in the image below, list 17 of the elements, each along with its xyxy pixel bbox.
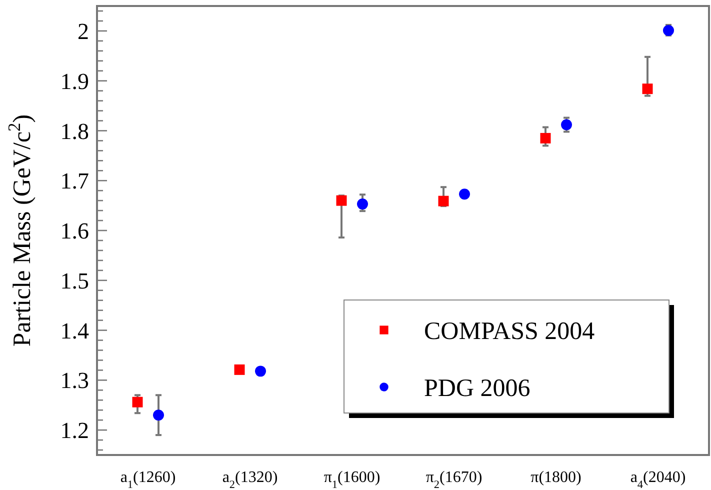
y-tick-label: 1.2 bbox=[60, 418, 89, 444]
x-tick-label: π(1800) bbox=[530, 469, 582, 486]
x-tick-label: π$_{2}$(1670) bbox=[426, 469, 482, 490]
x-tick-label: π$_{1}$(1600) bbox=[324, 469, 380, 490]
y-tick-label: 1.3 bbox=[60, 368, 89, 394]
x-tick-label: a$_{4}$(2040) bbox=[630, 469, 686, 490]
y-tick-label: 1.4 bbox=[60, 318, 90, 344]
legend-label: PDG 2006 bbox=[424, 374, 530, 402]
y-tick-label: 1.6 bbox=[60, 218, 89, 244]
y-tick-label: 1.8 bbox=[60, 118, 89, 144]
y-tick-label: 1.7 bbox=[60, 168, 89, 194]
x-tick-label: a$_{2}$(1320) bbox=[222, 469, 278, 490]
x-tick-label: a$_{1}$(1260) bbox=[120, 469, 176, 490]
y-tick-label: 2 bbox=[78, 18, 89, 44]
y-tick-label: 1.9 bbox=[60, 68, 89, 94]
legend-label: COMPASS 2004 bbox=[424, 318, 596, 345]
y-tick-label: 1.5 bbox=[60, 268, 89, 294]
